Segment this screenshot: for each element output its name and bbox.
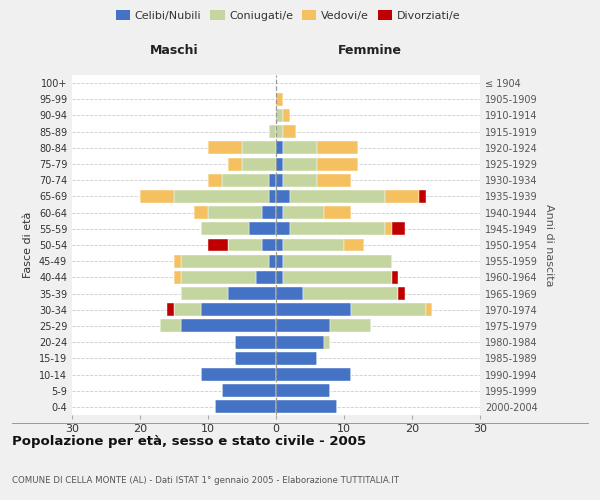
Bar (269, 190, 276, 203)
Bar (317, 158, 358, 170)
Bar (208, 174, 221, 186)
Bar (235, 336, 276, 348)
Bar (392, 271, 398, 284)
Bar (303, 287, 398, 300)
Y-axis label: Fasce di età: Fasce di età (23, 212, 33, 278)
Bar (249, 222, 276, 235)
Bar (283, 238, 344, 252)
Bar (351, 304, 425, 316)
Bar (283, 254, 392, 268)
Bar (242, 142, 276, 154)
Bar (344, 238, 364, 252)
Bar (276, 206, 283, 219)
Bar (276, 400, 337, 413)
Bar (385, 190, 419, 203)
Bar (276, 238, 283, 252)
Bar (276, 93, 283, 106)
Bar (290, 222, 385, 235)
Text: Popolazione per età, sesso e stato civile - 2005: Popolazione per età, sesso e stato civil… (12, 434, 366, 448)
Bar (174, 271, 181, 284)
Bar (262, 206, 276, 219)
Bar (201, 368, 276, 381)
Text: COMUNE DI CELLA MONTE (AL) - Dati ISTAT 1° gennaio 2005 - Elaborazione TUTTITALI: COMUNE DI CELLA MONTE (AL) - Dati ISTAT … (12, 476, 399, 485)
Bar (229, 238, 262, 252)
Y-axis label: Anni di nascita: Anni di nascita (544, 204, 554, 286)
Bar (276, 254, 283, 268)
Bar (194, 206, 208, 219)
Bar (181, 320, 276, 332)
Bar (276, 142, 283, 154)
Legend: Celibi/Nubili, Coniugati/e, Vedovi/e, Divorziati/e: Celibi/Nubili, Coniugati/e, Vedovi/e, Di… (113, 8, 463, 24)
Text: Maschi: Maschi (149, 44, 199, 58)
Bar (221, 174, 269, 186)
Bar (331, 320, 371, 332)
Bar (276, 336, 323, 348)
Bar (317, 142, 358, 154)
Bar (276, 320, 331, 332)
Bar (283, 174, 317, 186)
Bar (283, 109, 290, 122)
Bar (181, 271, 256, 284)
Bar (140, 190, 174, 203)
Bar (290, 190, 385, 203)
Bar (392, 222, 405, 235)
Bar (283, 158, 317, 170)
Bar (276, 304, 351, 316)
Bar (208, 238, 229, 252)
Bar (323, 206, 351, 219)
Bar (283, 206, 323, 219)
Bar (174, 254, 181, 268)
Bar (269, 254, 276, 268)
Bar (221, 384, 276, 397)
Bar (283, 142, 317, 154)
Bar (167, 304, 174, 316)
Bar (276, 368, 351, 381)
Bar (242, 158, 276, 170)
Bar (283, 271, 392, 284)
Text: Femmine: Femmine (338, 44, 402, 58)
Bar (276, 352, 317, 365)
Bar (229, 158, 242, 170)
Bar (419, 190, 425, 203)
Bar (323, 336, 331, 348)
Bar (269, 125, 276, 138)
Bar (181, 287, 229, 300)
Bar (201, 304, 276, 316)
Bar (276, 190, 290, 203)
Bar (235, 352, 276, 365)
Bar (208, 142, 242, 154)
Bar (174, 190, 269, 203)
Bar (425, 304, 433, 316)
Bar (276, 384, 331, 397)
Bar (276, 174, 283, 186)
Bar (181, 254, 269, 268)
Bar (269, 174, 276, 186)
Bar (160, 320, 181, 332)
Bar (276, 125, 283, 138)
Bar (276, 158, 283, 170)
Bar (385, 222, 392, 235)
Bar (201, 222, 249, 235)
Bar (174, 304, 201, 316)
Bar (276, 271, 283, 284)
Bar (398, 287, 405, 300)
Bar (276, 287, 303, 300)
Bar (229, 287, 276, 300)
Bar (256, 271, 276, 284)
Bar (208, 206, 262, 219)
Bar (283, 125, 296, 138)
Bar (317, 174, 351, 186)
Bar (276, 222, 290, 235)
Bar (276, 109, 283, 122)
Bar (215, 400, 276, 413)
Bar (262, 238, 276, 252)
